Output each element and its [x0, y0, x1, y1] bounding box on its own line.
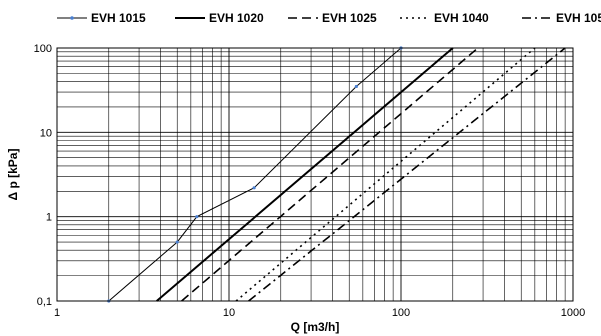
legend-label: EVH 1025 — [322, 11, 377, 25]
x-tick-label: 1 — [54, 307, 60, 319]
x-axis-ticks: 1 10 100 1000 — [54, 307, 585, 319]
series-line-3 — [181, 47, 479, 302]
y-tick-label: 1 — [46, 212, 52, 224]
legend-label: EVH 1020 — [209, 11, 264, 25]
x-tick-label: 10 — [223, 307, 235, 319]
legend-label: EVH 1050 — [556, 11, 601, 25]
legend-label: EVH 1040 — [434, 11, 489, 25]
series-line-1 — [108, 47, 402, 302]
series-point — [252, 186, 256, 190]
chart-legend: EVH 1015 EVH 1020 EVH 1025 EVH 1040 EVH 1050 — [57, 11, 601, 25]
series-line-5 — [248, 47, 566, 302]
series-point — [175, 240, 179, 244]
y-axis-title: Δ p [kPa] — [6, 149, 20, 201]
y-tick-label: 0,1 — [37, 296, 52, 308]
x-tick-label: 1000 — [561, 307, 585, 319]
plot-area-frame — [56, 47, 574, 302]
y-tick-label: 10 — [40, 127, 52, 139]
chart-grid — [56, 48, 573, 302]
series-point — [354, 84, 358, 89]
legend-marker — [70, 16, 74, 20]
y-axis-ticks: 0,1 1 10 100 — [34, 43, 52, 308]
y-tick-label: 100 — [34, 43, 52, 55]
chart-series — [107, 46, 566, 303]
x-axis-title: Q [m3/h] — [291, 320, 340, 334]
legend-label: EVH 1015 — [91, 11, 146, 25]
series-point — [195, 215, 199, 219]
series-line-2 — [156, 47, 454, 302]
x-tick-label: 100 — [392, 307, 410, 319]
